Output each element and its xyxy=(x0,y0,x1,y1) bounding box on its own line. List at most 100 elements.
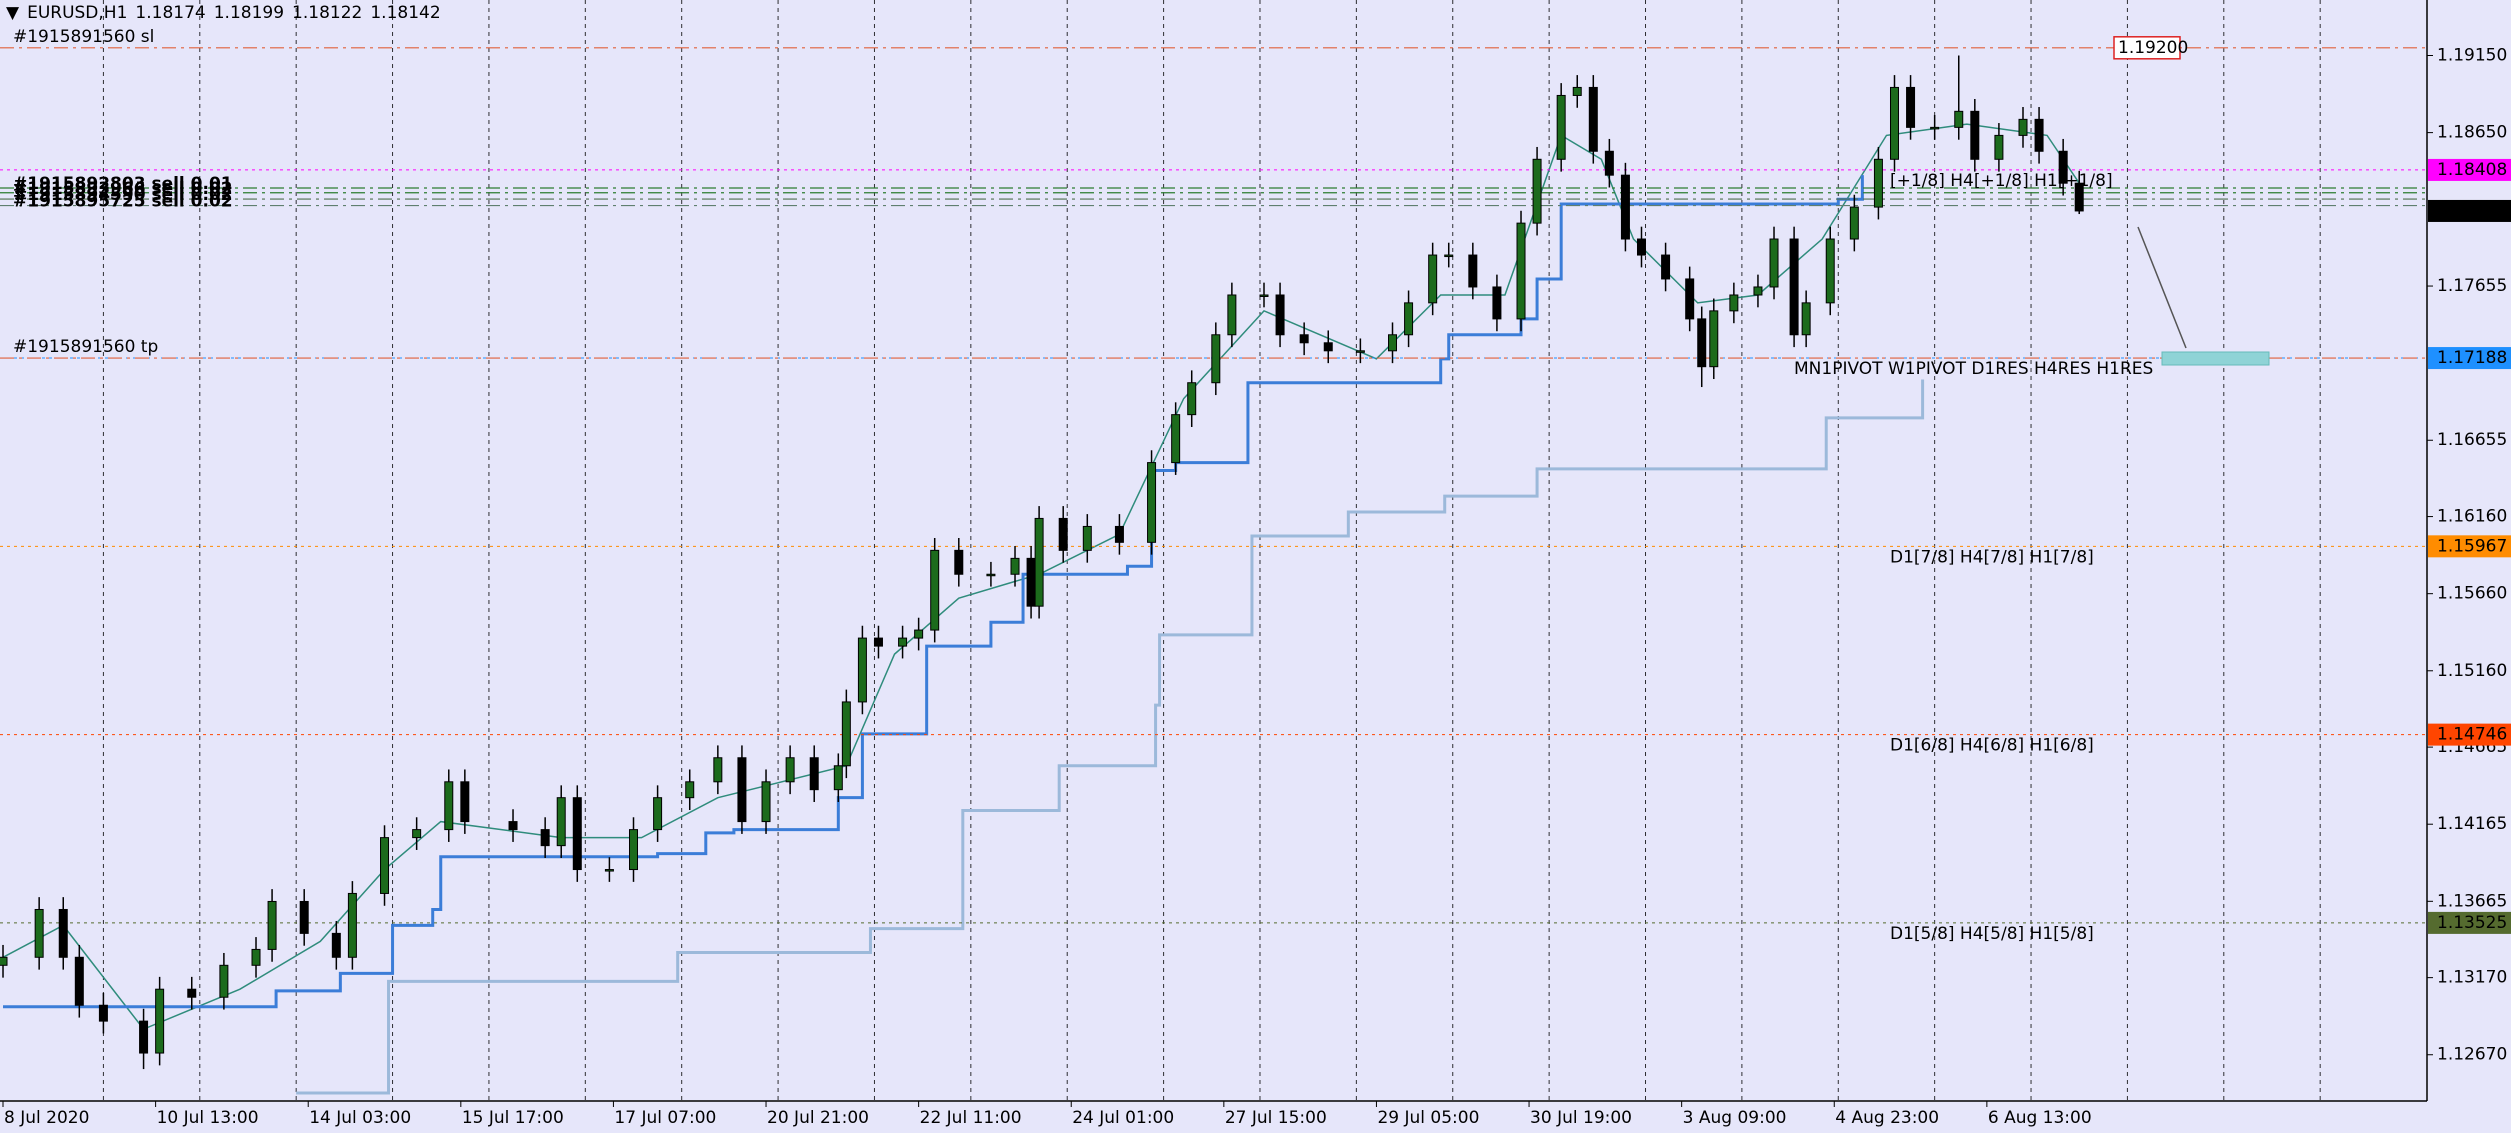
candle-body xyxy=(1516,222,1526,320)
candle-body xyxy=(653,797,663,831)
price-tag-label: 1.15967 xyxy=(2437,536,2507,556)
candle-body xyxy=(556,797,566,847)
order-label: #1915891560 tp xyxy=(13,337,158,357)
candle-body xyxy=(139,1020,149,1054)
candle-body xyxy=(299,900,309,934)
y-tick-label: 1.18650 xyxy=(2437,123,2507,143)
candle-body xyxy=(58,908,68,958)
menu-arrow[interactable]: ▼ xyxy=(6,3,20,23)
candle-body xyxy=(1970,110,1980,160)
chart-header: ▼ EURUSD,H1 1.18174 1.18199 1.18122 1.18142 xyxy=(6,3,449,23)
price-tag xyxy=(2428,723,2511,746)
order-label: #1915895725 sell 0.02 xyxy=(13,192,233,212)
candle-body xyxy=(841,701,851,767)
candle-body xyxy=(267,900,277,950)
x-tick-label: 27 Jul 15:00 xyxy=(1225,1108,1327,1128)
candle-body xyxy=(2018,118,2028,136)
order-label: #1915891560 sl xyxy=(13,27,154,47)
candle-body xyxy=(1769,238,1779,288)
candle-body xyxy=(1010,557,1020,575)
y-tick-label: 1.17655 xyxy=(2437,276,2507,296)
candle-body xyxy=(1275,294,1285,336)
candle-body xyxy=(572,797,582,871)
candle-body xyxy=(1388,334,1398,352)
order-tag xyxy=(2113,36,2181,60)
candle-body xyxy=(1620,174,1630,240)
candle-body xyxy=(604,869,614,872)
order-tag-label: 1.19200 xyxy=(2118,38,2188,58)
candle-body xyxy=(1889,86,1899,160)
candle-body xyxy=(444,781,454,831)
candle-body xyxy=(1873,158,1883,208)
candle-body xyxy=(1801,302,1811,336)
candle-body xyxy=(1954,110,1964,128)
candle-body xyxy=(761,781,771,823)
level-label: D1[5/8] H4[5/8] H1[5/8] xyxy=(1890,924,2094,944)
candle-body xyxy=(2034,118,2044,152)
candle-body xyxy=(1661,254,1671,280)
candle-body xyxy=(954,549,964,575)
candle-body xyxy=(986,573,996,577)
x-tick-label: 15 Jul 17:00 xyxy=(462,1108,564,1128)
candle-body xyxy=(914,629,924,639)
candle-body xyxy=(331,932,341,958)
x-tick-label: 30 Jul 19:00 xyxy=(1530,1108,1632,1128)
level-label: MN1PIVOT W1PIVOT D1RES H4RES H1RES xyxy=(1794,359,2153,379)
candle-body xyxy=(1729,294,1739,312)
candle-body xyxy=(1532,158,1542,224)
candle-body xyxy=(1259,294,1269,297)
price-tag-label: 1.13525 xyxy=(2437,913,2507,933)
candle-body xyxy=(1930,126,1940,130)
candle-body xyxy=(1171,414,1181,464)
price-tag-label: 1.14746 xyxy=(2437,725,2507,745)
x-tick-label: 24 Jul 01:00 xyxy=(1072,1108,1174,1128)
x-tick-label: 14 Jul 03:00 xyxy=(309,1108,411,1128)
candle-body xyxy=(1227,294,1237,336)
order-label: #1915892803 sell 0.01 xyxy=(13,174,233,194)
candle-body xyxy=(809,757,819,791)
candle-body xyxy=(1556,94,1566,160)
x-tick-label: 10 Jul 13:00 xyxy=(157,1108,259,1128)
candle-body xyxy=(1492,286,1502,320)
order-label: #1915893966 sell 0.02 xyxy=(13,179,233,199)
candle-body xyxy=(1685,278,1695,320)
candle-body xyxy=(1082,525,1092,551)
candle-body xyxy=(508,821,518,831)
low: 1.18122 xyxy=(292,3,363,23)
candle-body xyxy=(1572,86,1582,96)
x-tick-label: 17 Jul 07:00 xyxy=(614,1108,716,1128)
open: 1.18174 xyxy=(135,3,206,23)
candle-body xyxy=(1994,134,2004,160)
candle-body xyxy=(187,988,197,998)
candle-body xyxy=(540,829,550,847)
x-tick-label: 6 Aug 13:00 xyxy=(1988,1108,2092,1128)
y-tick-label: 1.15160 xyxy=(2437,661,2507,681)
candle-body xyxy=(1187,382,1197,416)
x-tick-label: 4 Aug 23:00 xyxy=(1835,1108,1939,1128)
candle-body xyxy=(1789,238,1799,336)
price-tag-label: 1.18408 xyxy=(2437,160,2507,180)
candle-body xyxy=(2074,182,2084,212)
candle-body xyxy=(1849,206,1859,240)
y-tick-label: 1.13665 xyxy=(2437,891,2507,911)
candle-body xyxy=(347,892,357,958)
candle-body xyxy=(1058,517,1068,551)
object-box xyxy=(2161,351,2270,366)
step-line xyxy=(296,379,1925,1095)
candle-body xyxy=(629,829,639,871)
candle-body xyxy=(155,988,165,1054)
candle-body xyxy=(1709,310,1719,368)
candle-body xyxy=(1636,238,1646,256)
candle-body xyxy=(1114,525,1124,543)
candle-body xyxy=(1588,86,1598,152)
close: 1.18142 xyxy=(370,3,441,23)
bid-tag-label: 1.18142 xyxy=(2437,201,2507,221)
price-tag xyxy=(2428,347,2511,370)
candle-body xyxy=(1428,254,1438,304)
candle-body xyxy=(1034,517,1044,607)
candle-body xyxy=(898,637,908,647)
y-tick-label: 1.19150 xyxy=(2437,46,2507,66)
candle-body xyxy=(1026,557,1036,607)
